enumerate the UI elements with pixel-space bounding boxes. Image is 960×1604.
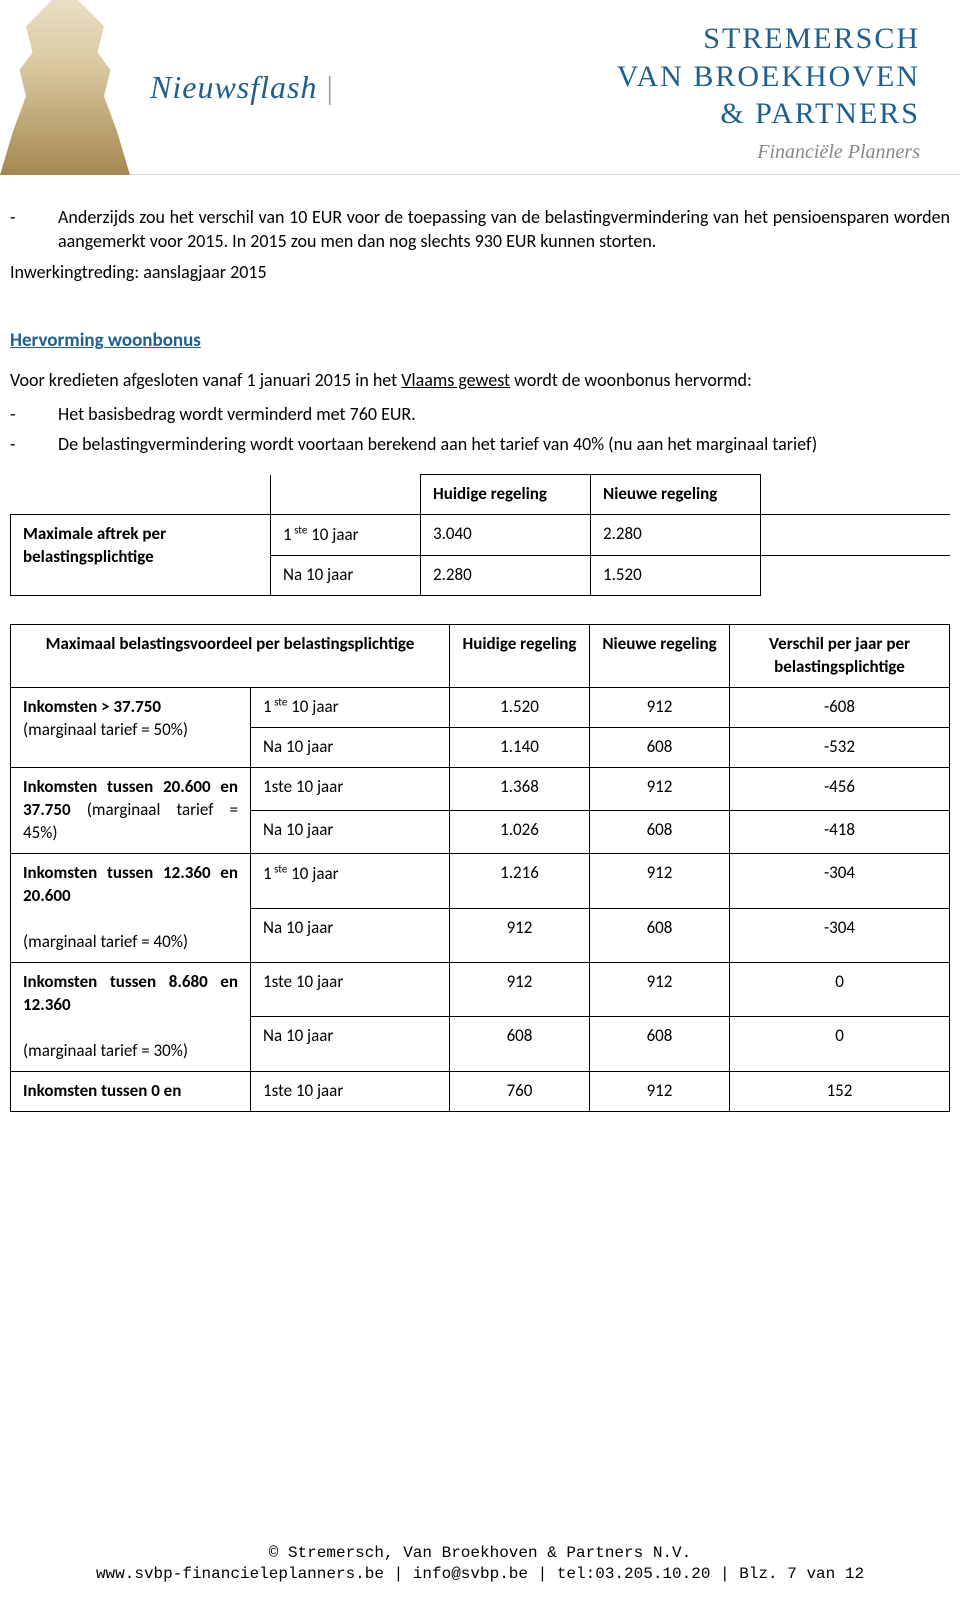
cell-n: 608 [590, 728, 730, 768]
cell-v: -456 [730, 768, 950, 811]
intro-paragraph: Voor kredieten afgesloten vanaf 1 januar… [10, 368, 950, 392]
col-verschil: Verschil per jaar per belastingsplichtig… [730, 624, 950, 687]
intro-post: wordt de woonbonus hervormd: [510, 369, 752, 391]
cell-n: 912 [590, 768, 730, 811]
cell-period: Na 10 jaar [251, 1017, 450, 1071]
cell-v: -532 [730, 728, 950, 768]
cell-v: -304 [730, 854, 950, 909]
table-row: Maximaal belastingsvoordeel per belastin… [11, 624, 950, 687]
col-huidige: Huidige regeling [421, 475, 591, 515]
cell-h: 1.368 [450, 768, 590, 811]
bullet-anderzijds: Anderzijds zou het verschil van 10 EUR v… [58, 205, 950, 254]
table-maximale-aftrek: Huidige regeling Nieuwe regeling Maximal… [10, 474, 950, 595]
section-title-woonbonus: Hervorming woonbonus [10, 328, 950, 354]
sub-bullet-2: De belastingvermindering wordt voortaan … [58, 432, 950, 456]
cell-nieuwe: 1.520 [591, 555, 761, 595]
cell-n: 608 [590, 1017, 730, 1071]
page-header: Nieuwsflash STREMERSCH VAN BROEKHOVEN & … [0, 0, 960, 175]
company-subtitle: Financiële Planners [617, 141, 920, 164]
company-line-3: & PARTNERS [720, 97, 920, 130]
company-name: STREMERSCH VAN BROEKHOVEN & PARTNERS [617, 20, 920, 133]
row-tarief: (marginaal tarief = 30%) [23, 1040, 188, 1061]
cell-h: 760 [450, 1071, 590, 1111]
row-income: Inkomsten tussen 0 en [23, 1080, 181, 1101]
cell-period: 1 ste 10 jaar [271, 515, 421, 556]
cell-n: 608 [590, 908, 730, 962]
table-row: Inkomsten tussen 12.360 en 20.600 (margi… [11, 854, 950, 909]
cell-h: 1.026 [450, 811, 590, 854]
row-income: Inkomsten tussen 12.360 en 20.600 [23, 862, 238, 906]
cell-nieuwe: 2.280 [591, 515, 761, 556]
table-row: Huidige regeling Nieuwe regeling [11, 475, 951, 515]
col-nieuwe: Nieuwe regeling [590, 624, 730, 687]
cell-period: 1ste 10 jaar [251, 962, 450, 1016]
cell-h: 608 [450, 1017, 590, 1071]
newsletter-label: Nieuwsflash [150, 69, 334, 106]
cell-n: 912 [590, 687, 730, 728]
cell-v: 152 [730, 1071, 950, 1111]
row-label: Maximale aftrek per belastingsplichtige [23, 523, 166, 567]
footer-line-2: www.svbp-financieleplanners.be | info@sv… [0, 1564, 960, 1586]
cell-h: 1.140 [450, 728, 590, 768]
company-line-1: STREMERSCH [703, 22, 920, 55]
row-income: Inkomsten tussen 8.680 en 12.360 [23, 971, 238, 1015]
row-tarief: (marginaal tarief = 50%) [23, 719, 188, 740]
table-row: Inkomsten tussen 20.600 en 37.750 (margi… [11, 768, 950, 811]
cell-v: -418 [730, 811, 950, 854]
header-left: Nieuwsflash [0, 0, 420, 175]
cell-period: Na 10 jaar [271, 555, 421, 595]
cell-v: -304 [730, 908, 950, 962]
table-belastingsvoordeel: Maximaal belastingsvoordeel per belastin… [10, 624, 950, 1112]
col-nieuwe: Nieuwe regeling [591, 475, 761, 515]
cell-period: 1 ste 10 jaar [251, 854, 450, 909]
cell-period: 1 ste 10 jaar [251, 687, 450, 728]
row-income: Inkomsten > 37.750 [23, 696, 161, 717]
intro-pre: Voor kredieten afgesloten vanaf 1 januar… [10, 369, 401, 391]
cell-n: 608 [590, 811, 730, 854]
intro-underline: Vlaams gewest [401, 369, 510, 391]
cell-n: 912 [590, 854, 730, 909]
inwerkingtreding-line: Inwerkingtreding: aanslagjaar 2015 [10, 260, 950, 284]
chess-knight-icon [0, 0, 130, 175]
table-row: Inkomsten tussen 8.680 en 12.360 (margin… [11, 962, 950, 1016]
sub-bullet-1: Het basisbedrag wordt verminderd met 760… [58, 402, 950, 426]
cell-period: Na 10 jaar [251, 728, 450, 768]
cell-h: 1.520 [450, 687, 590, 728]
cell-period: Na 10 jaar [251, 908, 450, 962]
col-label: Maximaal belastingsvoordeel per belastin… [11, 624, 450, 687]
col-huidige: Huidige regeling [450, 624, 590, 687]
header-right: STREMERSCH VAN BROEKHOVEN & PARTNERS Fin… [617, 20, 920, 164]
table-row: Maximale aftrek per belastingsplichtige … [11, 515, 951, 556]
cell-period: Na 10 jaar [251, 811, 450, 854]
cell-v: 0 [730, 1017, 950, 1071]
cell-huidige: 2.280 [421, 555, 591, 595]
page-footer: © Stremersch, Van Broekhoven & Partners … [0, 1543, 960, 1586]
cell-period: 1ste 10 jaar [251, 1071, 450, 1111]
cell-period: 1ste 10 jaar [251, 768, 450, 811]
cell-n: 912 [590, 962, 730, 1016]
cell-h: 912 [450, 962, 590, 1016]
row-tarief: (marginaal tarief = 40%) [23, 931, 188, 952]
company-line-2: VAN BROEKHOVEN [617, 60, 920, 93]
footer-line-1: © Stremersch, Van Broekhoven & Partners … [0, 1543, 960, 1565]
table-row: Inkomsten tussen 0 en 1ste 10 jaar 760 9… [11, 1071, 950, 1111]
document-body: Anderzijds zou het verschil van 10 EUR v… [0, 175, 960, 1112]
cell-h: 912 [450, 908, 590, 962]
cell-h: 1.216 [450, 854, 590, 909]
cell-n: 912 [590, 1071, 730, 1111]
cell-v: -608 [730, 687, 950, 728]
cell-huidige: 3.040 [421, 515, 591, 556]
table-row: Inkomsten > 37.750 (marginaal tarief = 5… [11, 687, 950, 728]
cell-v: 0 [730, 962, 950, 1016]
